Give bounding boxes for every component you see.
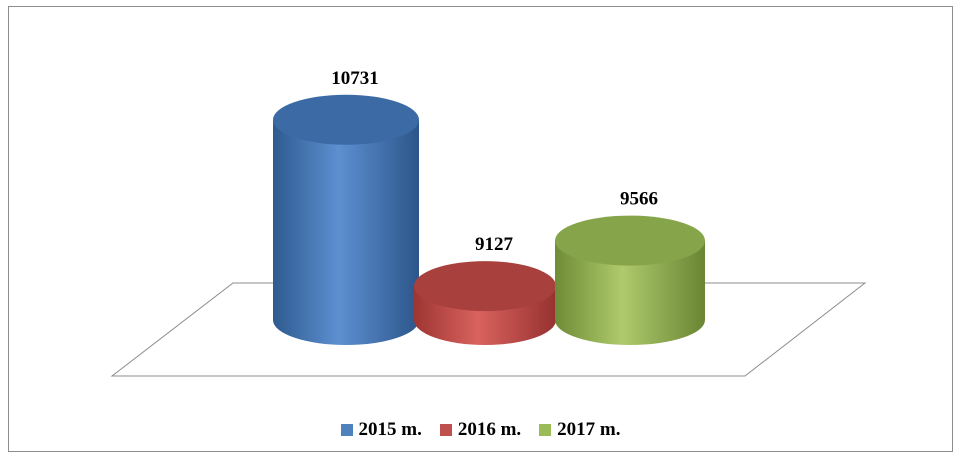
- bar-body: [273, 119, 419, 345]
- bar-2017-m: [555, 215, 705, 345]
- legend-item: 2017 m.: [539, 419, 620, 441]
- legend-item: 2016 m.: [439, 419, 522, 441]
- legend-label: 2016 m.: [457, 419, 522, 440]
- legend-label: 2017 m.: [557, 419, 621, 440]
- bar-top: [414, 261, 556, 312]
- legend-swatch: [340, 424, 353, 436]
- chart-frame: [8, 6, 953, 452]
- bar-top: [555, 215, 705, 266]
- chart-value-labels: 10731 9127 9566: [331, 68, 658, 255]
- chart-bars: [273, 94, 705, 345]
- legend-item: 2015 m.: [340, 419, 422, 441]
- data-label: 9127: [475, 234, 514, 255]
- legend-label: 2015 m.: [358, 419, 422, 440]
- legend-swatch: [439, 424, 452, 436]
- data-label: 10731: [331, 68, 379, 89]
- bar-body: [555, 240, 705, 345]
- data-label: 9566: [620, 189, 658, 210]
- bar-2015-m: [273, 94, 419, 345]
- bar-top: [273, 94, 419, 145]
- legend-swatch: [539, 424, 552, 436]
- bar-2016-m: [414, 261, 556, 345]
- chart-legend: 2015 m. 2016 m. 2017 m.: [0, 419, 961, 441]
